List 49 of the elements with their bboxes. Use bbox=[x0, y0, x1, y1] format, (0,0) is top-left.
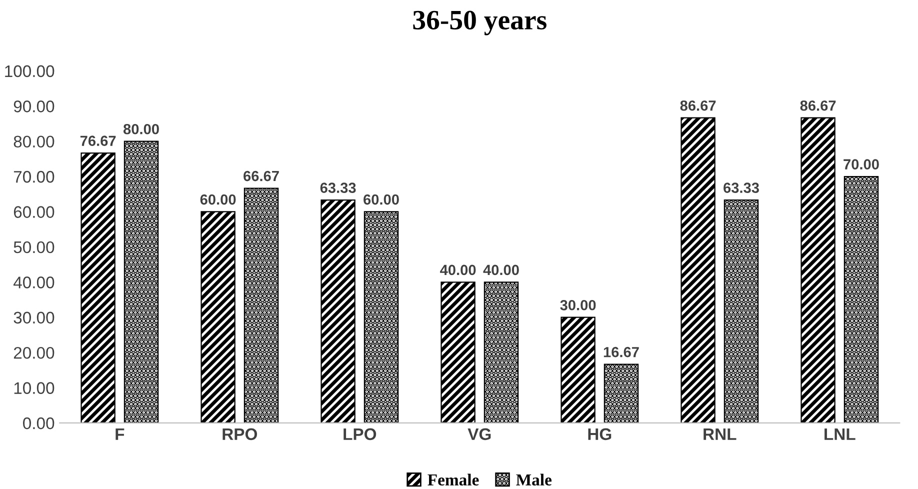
data-label: 86.67 bbox=[800, 100, 836, 111]
data-label: 66.67 bbox=[244, 170, 279, 182]
data-label: 80.00 bbox=[123, 124, 159, 134]
chart-title: 36-50 years bbox=[413, 10, 546, 36]
y-tick-label: 80.00 bbox=[14, 136, 54, 148]
data-label: 30.00 bbox=[560, 300, 596, 310]
bar bbox=[244, 188, 279, 423]
x-tick-label: LPO bbox=[344, 428, 376, 440]
bar bbox=[604, 364, 639, 423]
x-tick-label: LNL bbox=[824, 428, 856, 440]
bar bbox=[484, 282, 519, 423]
bar bbox=[560, 316, 596, 423]
data-label: 86.67 bbox=[680, 100, 716, 111]
bar bbox=[80, 152, 116, 423]
legend-label: Male bbox=[516, 474, 552, 486]
legend-label: Female bbox=[428, 474, 479, 486]
bar bbox=[124, 140, 159, 423]
y-tick-label: 90.00 bbox=[14, 100, 54, 112]
y-tick-label: 10.00 bbox=[14, 382, 54, 394]
data-label: 40.00 bbox=[483, 264, 519, 276]
data-label: 63.33 bbox=[320, 182, 356, 193]
y-tick-label: 50.00 bbox=[14, 241, 54, 254]
data-label: 70.00 bbox=[844, 159, 879, 170]
x-tick-label: RPO bbox=[222, 428, 258, 440]
y-tick-label: 70.00 bbox=[14, 170, 54, 183]
bar bbox=[320, 199, 356, 423]
x-tick-label: VG bbox=[468, 428, 491, 440]
x-tick-label: HG bbox=[588, 428, 612, 440]
y-tick-label: 100.00 bbox=[5, 65, 54, 78]
data-label: 76.67 bbox=[80, 136, 116, 146]
data-label: 40.00 bbox=[440, 264, 476, 276]
bar bbox=[680, 117, 716, 423]
y-tick-label: 40.00 bbox=[13, 276, 54, 288]
y-tick-label: 60.00 bbox=[14, 206, 54, 218]
data-label: 63.33 bbox=[724, 182, 759, 193]
bar bbox=[844, 176, 879, 423]
bar bbox=[364, 211, 399, 423]
bar bbox=[440, 282, 476, 423]
x-tick-label: F bbox=[116, 428, 124, 440]
y-tick-label: 0.00 bbox=[23, 417, 54, 430]
y-tick-label: 30.00 bbox=[14, 312, 54, 324]
bar bbox=[200, 211, 236, 423]
data-label: 60.00 bbox=[200, 194, 236, 205]
data-label: 60.00 bbox=[364, 194, 399, 205]
x-tick-label: RNL bbox=[704, 428, 736, 440]
y-tick-label: 20.00 bbox=[14, 346, 54, 359]
data-label: 16.67 bbox=[604, 346, 639, 358]
bar bbox=[800, 117, 836, 423]
bar bbox=[724, 199, 759, 423]
